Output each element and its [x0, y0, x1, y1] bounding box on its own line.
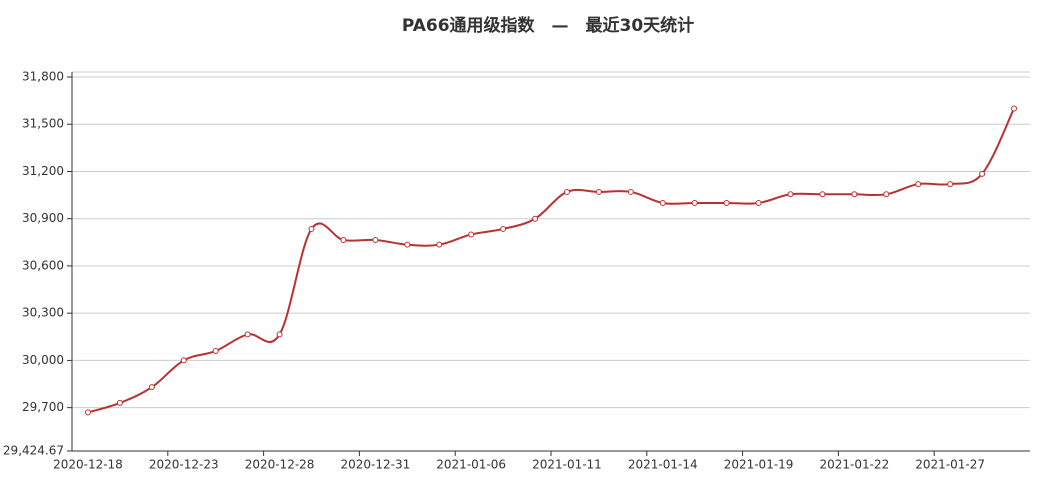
marker — [244, 331, 251, 338]
x-tick-label: 2021-01-27 — [915, 458, 985, 472]
x-tick-label: 2020-12-18 — [53, 458, 123, 472]
y-tick-label: 30,600 — [22, 258, 64, 272]
marker — [1011, 105, 1018, 112]
x-tick-label: 2020-12-28 — [245, 458, 315, 472]
marker — [372, 236, 379, 243]
x-tick-label: 2021-01-19 — [724, 458, 794, 472]
y-tick-label: 30,900 — [22, 211, 64, 225]
marker — [595, 188, 602, 195]
marker — [979, 170, 986, 177]
marker — [84, 409, 91, 416]
marker — [947, 181, 954, 188]
y-tick-label: 30,300 — [22, 306, 64, 320]
x-tick-label: 2021-01-22 — [819, 458, 889, 472]
marker — [787, 191, 794, 198]
marker — [116, 399, 123, 406]
x-tick-label: 2021-01-14 — [628, 458, 698, 472]
y-tick-label: 30,000 — [22, 353, 64, 367]
y-tick-label: 31,500 — [22, 117, 64, 131]
marker — [468, 231, 475, 238]
y-tick-label: 29,424.67 — [3, 444, 64, 458]
marker — [755, 199, 762, 206]
marker — [436, 241, 443, 248]
marker — [627, 188, 634, 195]
line — [87, 108, 1015, 414]
marker — [148, 384, 155, 391]
marker — [276, 331, 283, 338]
marker — [180, 357, 187, 364]
y-tick-label: 29,700 — [22, 400, 64, 414]
x-tick-label: 2021-01-06 — [436, 458, 506, 472]
y-tick-label: 31,200 — [22, 164, 64, 178]
marker — [819, 191, 826, 198]
marker — [723, 199, 730, 206]
marker — [340, 236, 347, 243]
y-tick-label: 31,800 — [22, 70, 64, 84]
marker — [915, 181, 922, 188]
x-tick-label: 2020-12-23 — [149, 458, 219, 472]
marker — [691, 199, 698, 206]
marker — [563, 188, 570, 195]
marker — [883, 191, 890, 198]
x-tick-label: 2020-12-31 — [340, 458, 410, 472]
marker — [404, 241, 411, 248]
marker — [851, 191, 858, 198]
marker — [212, 347, 219, 354]
chart-title: PA66通用级指数 — 最近30天统计 — [402, 15, 694, 36]
marker — [659, 199, 666, 206]
marker — [308, 225, 315, 232]
marker — [532, 215, 539, 222]
marker — [500, 225, 507, 232]
x-tick-label: 2021-01-11 — [532, 458, 602, 472]
